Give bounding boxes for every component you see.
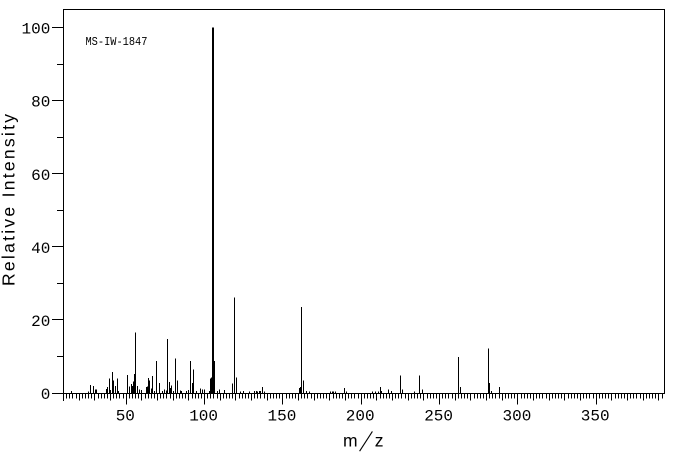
svg-text:100: 100 [189, 407, 218, 425]
svg-text:80: 80 [31, 94, 50, 112]
svg-text:300: 300 [502, 407, 531, 425]
svg-text:0: 0 [41, 386, 51, 404]
svg-text:m: m [343, 431, 358, 451]
svg-text:150: 150 [267, 407, 296, 425]
svg-text:100: 100 [21, 21, 50, 39]
svg-text:250: 250 [424, 407, 453, 425]
svg-text:MS-IW-1847: MS-IW-1847 [86, 37, 148, 50]
svg-text:z: z [375, 431, 384, 451]
svg-text:60: 60 [31, 167, 50, 185]
svg-text:50: 50 [116, 407, 135, 425]
svg-text:20: 20 [31, 313, 50, 331]
svg-text:40: 40 [31, 240, 50, 258]
svg-text:200: 200 [346, 407, 375, 425]
svg-text:350: 350 [581, 407, 610, 425]
